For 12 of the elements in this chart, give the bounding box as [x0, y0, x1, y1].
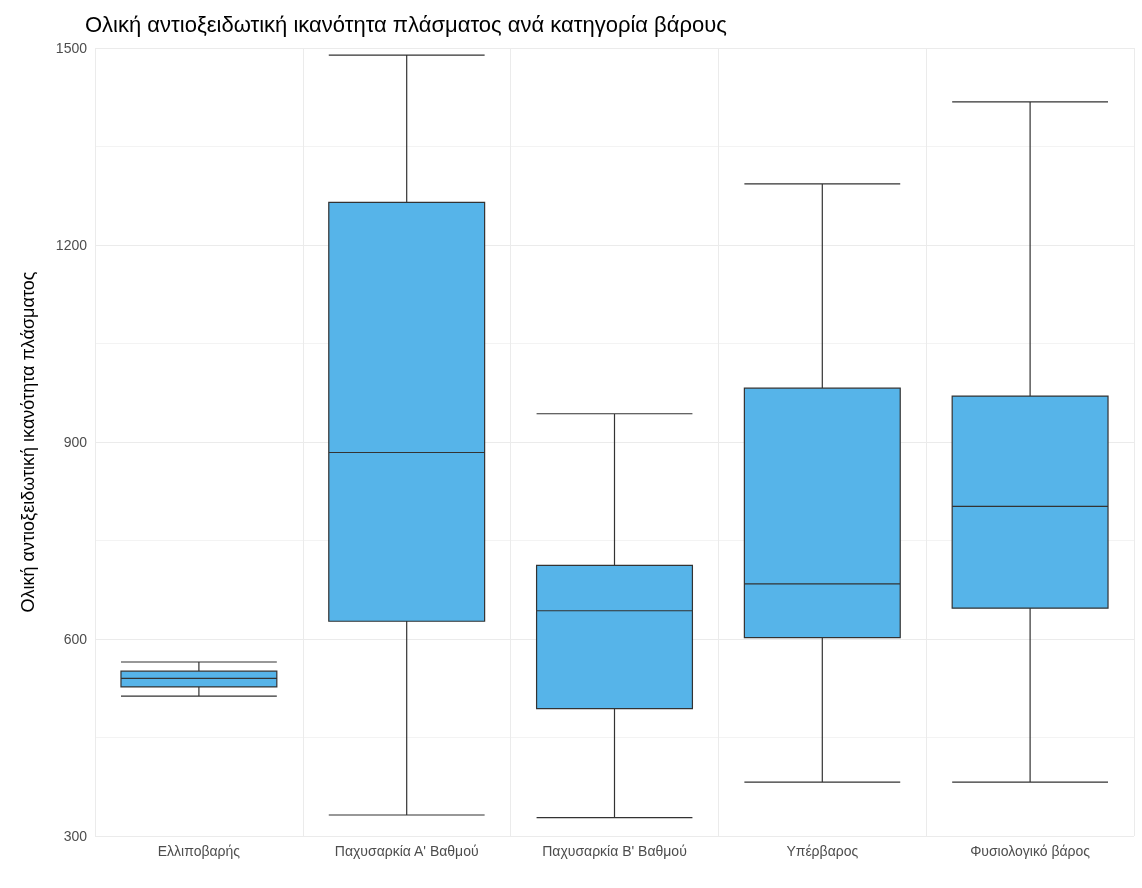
x-tick-label: Υπέρβαρος [786, 843, 859, 859]
y-tick-label: 900 [63, 434, 88, 450]
chart-title: Ολική αντιοξειδωτική ικανότητα πλάσματος ανά κατηγορία βάρους [85, 11, 727, 37]
y-tick-label: 600 [63, 631, 88, 647]
y-tick-label: 1200 [55, 237, 88, 253]
x-tick-label: Φυσιολογικό βάρος [970, 843, 1091, 859]
y-tick-label: 300 [63, 828, 88, 844]
x-tick-label: Ελλιποβαρής [157, 843, 241, 859]
x-tick-label: Παχυσαρκία Β' Βαθμού [542, 843, 687, 859]
x-tick-label: Παχυσαρκία Α' Βαθμού [334, 843, 479, 859]
y-tick-label: 1500 [55, 40, 88, 56]
y-axis-title: Ολική αντιοξειδωτική ικανότητα πλάσματος [18, 271, 38, 613]
